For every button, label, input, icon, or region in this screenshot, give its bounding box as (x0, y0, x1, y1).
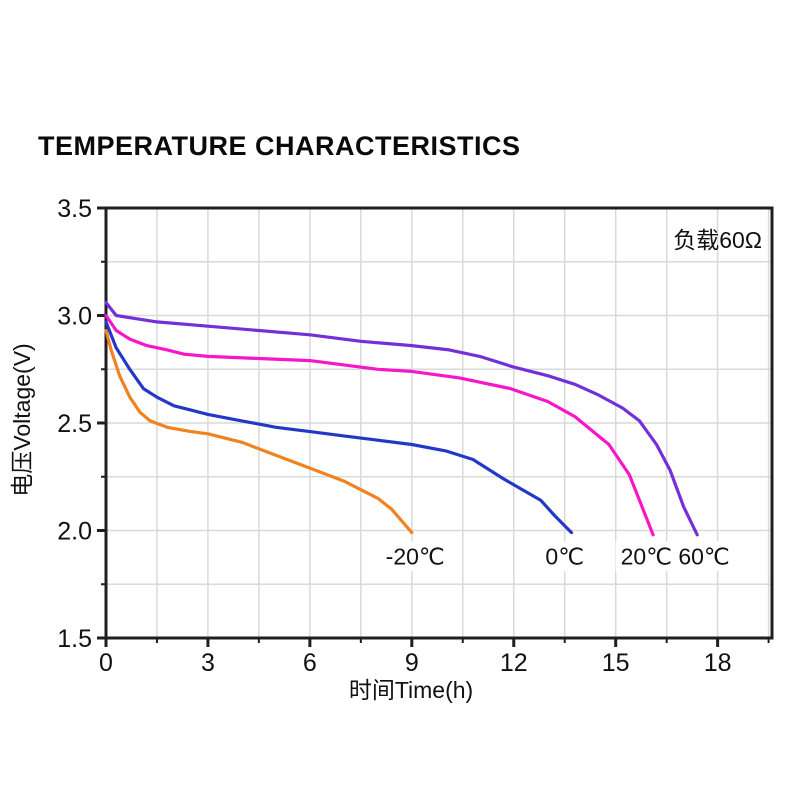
curve-label--20c: -20℃ (386, 543, 445, 569)
y-tick-label: 1.5 (57, 625, 92, 653)
y-axis-title: 电压Voltage(V) (9, 343, 35, 496)
x-tick-label: 0 (99, 649, 113, 677)
curve-label-0c: 0℃ (545, 543, 584, 569)
curve-label-60c: 60℃ (678, 543, 729, 569)
page-title: TEMPERATURE CHARACTERISTICS (38, 131, 521, 161)
x-tick-label: 12 (500, 649, 528, 677)
curve-0c (104, 320, 574, 535)
x-tick-label: 6 (303, 649, 317, 677)
y-tick-label: 2.5 (57, 410, 92, 438)
x-tick-label: 18 (704, 649, 732, 677)
curve-label-backing (380, 541, 450, 572)
y-tick-label: 2.0 (57, 518, 92, 546)
x-tick-label: 3 (201, 649, 215, 677)
curve--20c (104, 328, 414, 535)
curve-label-backing (615, 541, 677, 572)
curve-20c (104, 313, 655, 537)
curve-label-backing (673, 541, 735, 572)
x-tick-label: 15 (602, 649, 630, 677)
y-tick-label: 3.5 (57, 195, 92, 223)
curve-label-backing (540, 541, 590, 572)
x-axis-title: 时间Time(h) (349, 677, 473, 703)
x-tick-label: 9 (405, 649, 419, 677)
curve-60c (104, 301, 699, 537)
load-annotation: 负载60Ω (673, 227, 762, 253)
y-tick-label: 3.0 (57, 303, 92, 331)
curve-label-20c: 20℃ (621, 543, 672, 569)
